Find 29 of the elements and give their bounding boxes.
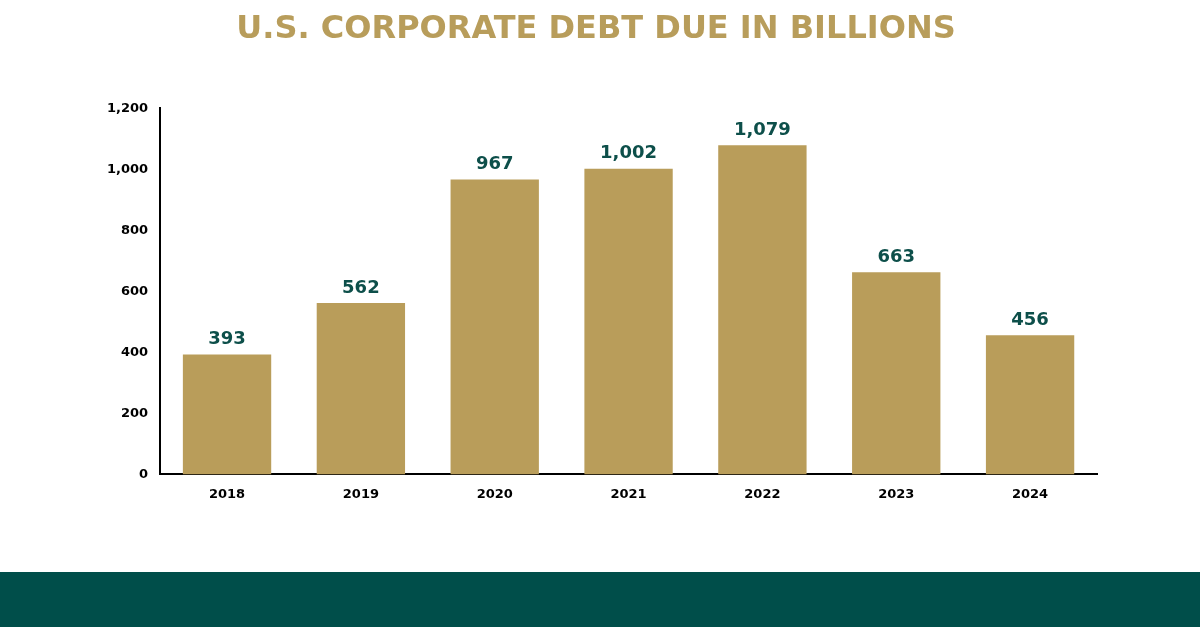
y-tick-label: 800 bbox=[120, 221, 149, 237]
data-label: 663 bbox=[877, 244, 916, 266]
data-label: 967 bbox=[475, 152, 514, 174]
x-tick-label: 2022 bbox=[744, 485, 781, 501]
chart-title: U.S. CORPORATE DEBT DUE IN BILLIONS bbox=[236, 7, 956, 46]
y-tick-label: 200 bbox=[120, 404, 149, 420]
bar bbox=[584, 168, 673, 475]
bar bbox=[182, 354, 272, 475]
y-tick-label: 1,000 bbox=[107, 160, 149, 176]
y-tick-label: 1,200 bbox=[107, 99, 149, 115]
x-tick-label: 2021 bbox=[610, 485, 647, 501]
data-label: 1,079 bbox=[733, 117, 791, 139]
x-tick-label: 2018 bbox=[208, 485, 246, 501]
data-label: 1,002 bbox=[600, 141, 658, 163]
data-label: 562 bbox=[342, 275, 380, 297]
y-tick-label: 400 bbox=[120, 343, 149, 359]
y-tick-label: 0 bbox=[139, 465, 149, 481]
data-label: 456 bbox=[1011, 307, 1049, 329]
y-tick-label: 600 bbox=[120, 282, 149, 298]
bar bbox=[450, 179, 539, 475]
x-tick-label: 2023 bbox=[878, 485, 915, 501]
bar bbox=[718, 145, 807, 475]
bar bbox=[985, 335, 1075, 475]
x-tick-label: 2019 bbox=[342, 485, 379, 501]
bar bbox=[316, 302, 406, 475]
data-label: 393 bbox=[208, 327, 246, 349]
x-tick-label: 2024 bbox=[1011, 485, 1049, 501]
x-tick-label: 2020 bbox=[476, 485, 513, 501]
bar bbox=[852, 272, 941, 475]
